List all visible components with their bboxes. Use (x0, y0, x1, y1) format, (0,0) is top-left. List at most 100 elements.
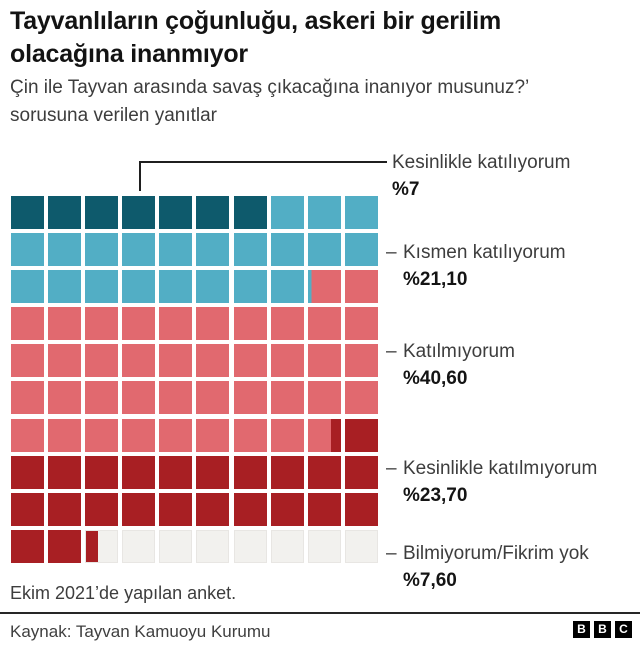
waffle-cell (85, 344, 119, 378)
waffle-grid (11, 196, 378, 563)
annotation-value: %7,60 (403, 570, 457, 591)
waffle-cell (307, 492, 341, 526)
waffle-cell (122, 307, 156, 341)
waffle-cell (270, 233, 304, 267)
waffle-cell (11, 455, 44, 489)
tick-dash: – (386, 458, 397, 479)
tick-dash: – (386, 543, 397, 564)
waffle-cell (307, 196, 341, 229)
waffle-cell (344, 344, 378, 378)
waffle-cell (85, 233, 119, 267)
waffle-cell (122, 344, 156, 378)
waffle-cell (307, 418, 341, 452)
waffle-cell (196, 270, 230, 304)
waffle-cell (344, 381, 378, 415)
tick-dash: – (386, 242, 397, 263)
waffle-cell (48, 344, 82, 378)
annotation-dont-know: – Bilmiyorum/Fikrim yok %7,60 (386, 540, 589, 594)
waffle-cell (196, 418, 230, 452)
waffle-cell (48, 307, 82, 341)
waffle-cell (196, 307, 230, 341)
footer-divider (0, 612, 640, 614)
waffle-cell (196, 344, 230, 378)
waffle-cell (48, 381, 82, 415)
waffle-cell (11, 344, 44, 378)
waffle-cell (85, 270, 119, 304)
waffle-cell (159, 344, 193, 378)
tick-dash: – (386, 341, 397, 362)
annotation-partly-agree: – Kısmen katılıyorum %21,10 (386, 239, 566, 293)
waffle-cell (270, 344, 304, 378)
waffle-cell (48, 233, 82, 267)
waffle-cell (233, 529, 267, 563)
waffle-cell (122, 418, 156, 452)
waffle-cell (122, 196, 156, 229)
waffle-cell (11, 529, 44, 563)
waffle-cell (307, 455, 341, 489)
waffle-cell (122, 492, 156, 526)
annotation-leader-line-vertical (139, 161, 141, 191)
annotation-value: %23,70 (403, 485, 468, 506)
annotation-disagree: – Katılmıyorum %40,60 (386, 338, 515, 392)
waffle-cell (11, 196, 44, 229)
waffle-cell (344, 270, 378, 304)
waffle-cell (48, 270, 82, 304)
waffle-cell (196, 529, 230, 563)
bbc-logo-letter: B (594, 621, 611, 638)
waffle-cell (307, 270, 341, 304)
waffle-cell (344, 196, 378, 229)
waffle-cell (307, 307, 341, 341)
waffle-cell (85, 529, 119, 563)
annotation-value: %40,60 (403, 368, 468, 389)
waffle-cell (48, 196, 82, 229)
waffle-cell (196, 196, 230, 229)
annotation-label: Kesinlikle katılmıyorum (403, 458, 598, 479)
source-text: Kaynak: Tayvan Kamuoyu Kurumu (10, 622, 271, 641)
chart-subtitle-line: sorusuna verilen yanıtlar (10, 105, 217, 126)
annotation-label: Kesinlikle katılıyorum (392, 152, 571, 173)
waffle-cell (11, 381, 44, 415)
waffle-cell (196, 492, 230, 526)
waffle-cell (85, 455, 119, 489)
waffle-cell (11, 492, 44, 526)
waffle-cell (11, 270, 44, 304)
waffle-cell (122, 381, 156, 415)
survey-note: Ekim 2021’de yapılan anket. (10, 583, 237, 603)
waffle-cell (344, 233, 378, 267)
waffle-cell (344, 492, 378, 526)
waffle-cell (122, 529, 156, 563)
waffle-cell (233, 492, 267, 526)
waffle-cell (48, 418, 82, 452)
waffle-cell (11, 307, 44, 341)
waffle-cell (196, 381, 230, 415)
waffle-cell (344, 418, 378, 452)
annotation-value: %21,10 (403, 269, 468, 290)
waffle-cell (159, 381, 193, 415)
waffle-cell (344, 529, 378, 563)
waffle-cell (344, 307, 378, 341)
chart-title-line: olacağına inanmıyor (10, 40, 248, 68)
chart-subtitle-line: Çin ile Tayvan arasında savaş çıkacağına… (10, 77, 530, 98)
waffle-cell (159, 418, 193, 452)
waffle-cell (270, 196, 304, 229)
waffle-cell (233, 381, 267, 415)
waffle-cell (307, 529, 341, 563)
annotation-strongly-agree: Kesinlikle katılıyorum %7 (392, 149, 570, 203)
waffle-cell (48, 492, 82, 526)
waffle-cell (270, 492, 304, 526)
annotation-value: %7 (392, 179, 420, 200)
waffle-cell (48, 455, 82, 489)
waffle-cell (233, 196, 267, 229)
waffle-cell (307, 344, 341, 378)
annotation-label: Kısmen katılıyorum (403, 242, 566, 263)
waffle-cell (85, 492, 119, 526)
waffle-cell (159, 270, 193, 304)
waffle-cell (11, 418, 44, 452)
annotation-label: Katılmıyorum (403, 341, 515, 362)
waffle-cell (233, 344, 267, 378)
waffle-cell (85, 307, 119, 341)
waffle-cell (48, 529, 82, 563)
chart-title-line: Tayvanlıların çoğunluğu, askeri bir geri… (10, 7, 502, 35)
waffle-cell (85, 196, 119, 229)
bbc-logo: B B C (573, 621, 632, 638)
